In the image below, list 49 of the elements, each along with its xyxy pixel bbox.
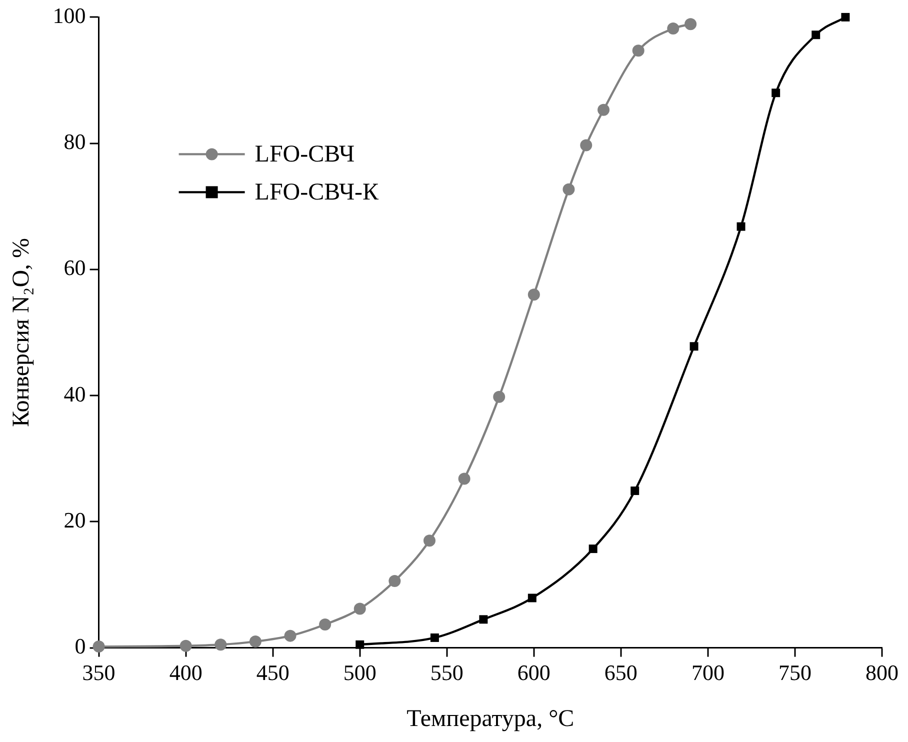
point [684,18,697,30]
x-tick-label: 450 [256,660,290,685]
x-tick-label: 400 [169,660,202,685]
point [249,635,262,648]
x-tick-label: 600 [517,660,550,685]
y-tick-label: 100 [52,2,86,28]
point [92,640,105,653]
point [388,574,401,587]
point [598,104,610,116]
point [423,534,436,547]
point [841,12,850,22]
point [319,618,332,630]
point [458,472,470,485]
point [430,633,439,642]
y-tick-label: 0 [74,634,86,659]
point [354,602,366,615]
x-tick-label: 550 [430,660,464,685]
point [528,594,536,602]
point [772,88,780,98]
point [493,390,506,403]
y-tick-label: 80 [64,129,86,154]
x-tick-label: 750 [778,660,812,685]
point [528,288,540,301]
x-tick-label: 500 [343,660,376,685]
point [736,222,746,231]
x-axis-title: Температура, °C [406,706,574,732]
point [479,615,488,624]
point [180,640,192,652]
y-tick-label: 20 [64,507,86,532]
x-tick-label: 700 [691,660,724,685]
y-axis-title: Конверсия N₂O, % [8,238,35,428]
point [812,30,820,40]
point [284,630,296,642]
point [562,183,575,196]
point [632,44,644,57]
point [356,640,364,649]
y-tick-label: 40 [64,381,86,406]
legend-label: LFO-СВЧ [254,141,355,168]
point [667,22,680,35]
point [690,342,698,351]
x-tick-label: 650 [604,660,638,685]
point [214,638,227,651]
point [580,139,592,152]
legend-label: LFO-СВЧ-К [254,179,380,206]
x-tick-label: 350 [82,660,116,685]
y-tick-label: 60 [64,255,86,280]
point [630,486,640,496]
point [588,544,598,554]
x-tick-label: 800 [866,660,898,685]
